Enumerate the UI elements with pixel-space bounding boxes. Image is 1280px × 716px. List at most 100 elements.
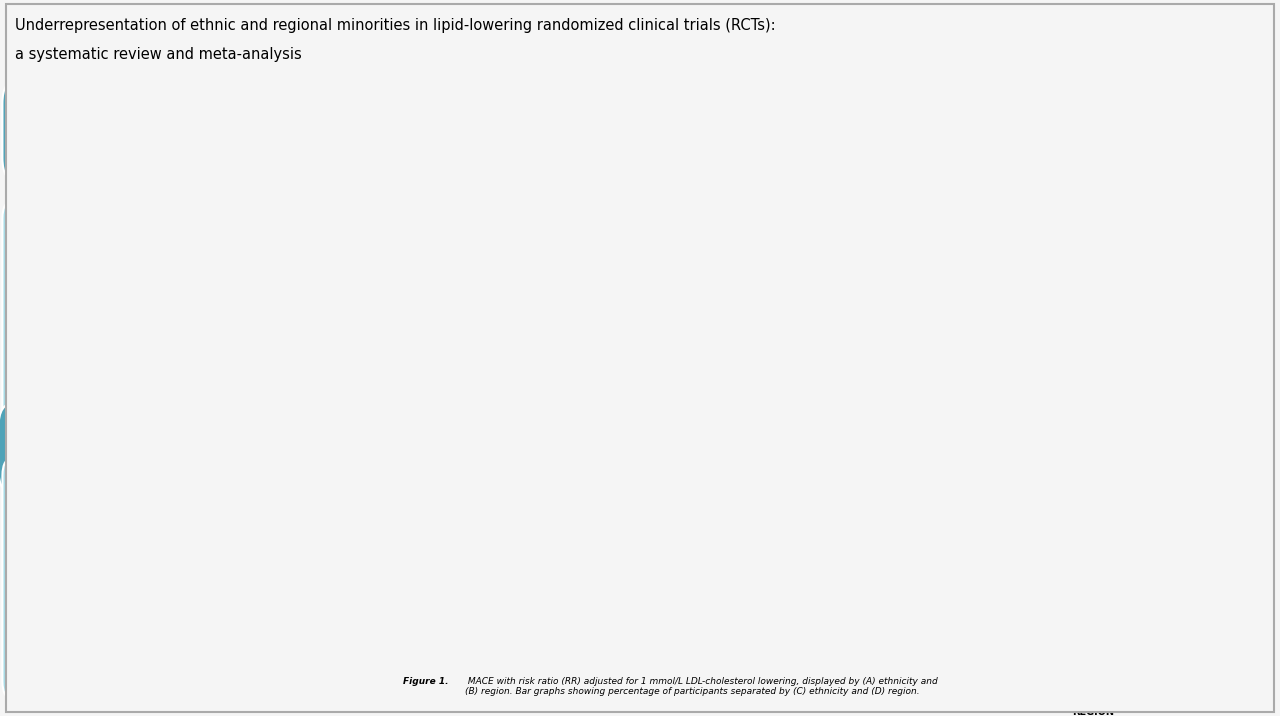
- Y-axis label: % of study participants (%): % of study participants (%): [892, 175, 901, 280]
- Bar: [1018, 434, 1043, 652]
- Text: 2.6: 2.6: [1192, 626, 1203, 635]
- Text: Minority groups are
poorly represented
in RCTs: Minority groups are poorly represented i…: [46, 579, 138, 611]
- Text: 9.6: 9.6: [1066, 587, 1078, 596]
- Text: 15.6: 15.6: [940, 554, 956, 563]
- Text: PCSK9
inhibitors: PCSK9 inhibitors: [233, 116, 300, 146]
- FancyBboxPatch shape: [170, 470, 233, 579]
- Text: 0.000: 0.000: [637, 546, 662, 555]
- Text: 0.83: 0.83: [593, 483, 612, 492]
- Text: 0.54: 0.54: [552, 226, 571, 236]
- Text: 0.000: 0.000: [637, 578, 662, 586]
- Bar: [1073, 342, 1114, 358]
- Text: Overall: Overall: [408, 609, 440, 618]
- Text: Japan: Japan: [408, 578, 434, 586]
- Text: B: B: [403, 367, 412, 377]
- Text: 0.76: 0.76: [552, 609, 571, 618]
- Text: 0.83: 0.83: [593, 609, 612, 618]
- Text: Favours lower LDL: Favours lower LDL: [668, 649, 737, 657]
- Text: 0.85: 0.85: [593, 578, 612, 586]
- Text: 0.63: 0.63: [552, 578, 571, 586]
- Text: Results: Results: [477, 64, 553, 82]
- Text: USA: USA: [408, 514, 426, 523]
- Text: a systematic review and meta-analysis: a systematic review and meta-analysis: [15, 47, 302, 62]
- Text: Minority groups
derive at least as
much
cardiovascular
benefit from LLT: Minority groups derive at least as much …: [215, 579, 297, 634]
- FancyBboxPatch shape: [385, 38, 645, 109]
- Text: Favours higher LDL: Favours higher LDL: [826, 649, 900, 657]
- Text: 0.73: 0.73: [506, 578, 525, 586]
- Text: C: C: [856, 81, 867, 95]
- Text: D: D: [856, 359, 868, 373]
- Text: 10: 10: [886, 340, 895, 349]
- Bar: [1004, 347, 1044, 358]
- FancyBboxPatch shape: [3, 458, 182, 700]
- FancyBboxPatch shape: [3, 200, 346, 440]
- Text: 0.000: 0.000: [637, 483, 662, 492]
- FancyBboxPatch shape: [0, 403, 205, 494]
- Bar: [1185, 637, 1210, 652]
- Text: Statistics for each study: Statistics for each study: [495, 373, 604, 382]
- Bar: [1226, 642, 1252, 652]
- Text: p-Value: p-Value: [632, 395, 667, 405]
- Text: 0.67: 0.67: [552, 451, 571, 460]
- Text: 0.67: 0.67: [552, 514, 571, 523]
- Text: 0.76: 0.76: [506, 226, 525, 236]
- Text: MACE with risk ratio (RR) adjusted for 1 mmol/L LDL-cholesterol lowering, displa: MACE with risk ratio (RR) adjusted for 1…: [465, 677, 937, 696]
- Text: 0.86: 0.86: [593, 514, 612, 523]
- Text: Blacks: Blacks: [408, 266, 438, 275]
- Bar: [1060, 599, 1084, 652]
- Text: 0.121: 0.121: [637, 226, 662, 236]
- Text: Figure 1.: Figure 1.: [403, 677, 449, 686]
- Text: 1: 1: [31, 515, 44, 533]
- Text: 5: 5: [818, 340, 823, 349]
- Text: 0.75: 0.75: [506, 451, 525, 460]
- Text: 0.000: 0.000: [637, 514, 662, 523]
- Text: Inclusion criteria:
•  Randomized clinical trials (53 total)
•  Allocation to st: Inclusion criteria: • Randomized clinica…: [29, 228, 234, 329]
- Text: Asians: Asians: [408, 226, 438, 236]
- Text: 0.55: 0.55: [506, 266, 525, 275]
- Bar: [934, 566, 960, 652]
- Text: 59.1: 59.1: [947, 140, 964, 149]
- Text: Favours higher LDL: Favours higher LDL: [826, 354, 900, 363]
- Text: 0.68: 0.68: [552, 483, 571, 492]
- Text: Risk
ratio: Risk ratio: [504, 155, 525, 175]
- Bar: [1210, 339, 1252, 358]
- Text: 39.5: 39.5: [1023, 422, 1039, 432]
- Text: 1.8: 1.8: [1233, 630, 1245, 639]
- Text: Upper
limit: Upper limit: [589, 155, 617, 175]
- FancyBboxPatch shape: [6, 470, 69, 579]
- Text: 20.2: 20.2: [1153, 276, 1170, 285]
- Text: Underrepresentation of ethnic and regional minorities in lipid-lowering randomiz: Underrepresentation of ethnic and region…: [15, 18, 776, 33]
- Text: 0.63: 0.63: [552, 306, 571, 315]
- Text: Ezetimibe: Ezetimibe: [124, 125, 193, 137]
- Text: Lower
limit: Lower limit: [548, 395, 575, 415]
- Text: 0.000: 0.000: [637, 609, 662, 618]
- Text: Risk
ratio: Risk ratio: [504, 395, 525, 415]
- Text: 0.85: 0.85: [593, 451, 612, 460]
- Text: 0.85: 0.85: [593, 306, 612, 315]
- Text: Conclusions: Conclusions: [55, 441, 148, 455]
- Text: 1.07: 1.07: [593, 226, 612, 236]
- Text: 3.3: 3.3: [1019, 334, 1030, 344]
- Text: Japanese: Japanese: [408, 306, 449, 315]
- Text: Lower
limit: Lower limit: [548, 155, 575, 175]
- Text: North America: North America: [408, 483, 474, 492]
- Text: p-Value: p-Value: [632, 155, 667, 165]
- Text: 10.5: 10.5: [980, 583, 997, 591]
- Bar: [977, 594, 1001, 652]
- Text: 0.76: 0.76: [506, 514, 525, 523]
- Text: 0.69: 0.69: [552, 546, 571, 555]
- Text: 0.000: 0.000: [637, 306, 662, 315]
- Text: 2: 2: [196, 515, 207, 533]
- Text: 👥: 👥: [77, 509, 92, 533]
- X-axis label: REGION: REGION: [1073, 707, 1114, 716]
- Text: 0.83: 0.83: [593, 546, 612, 555]
- FancyBboxPatch shape: [3, 79, 119, 182]
- Text: Risk ratio and 95% CI: Risk ratio and 95% CI: [749, 373, 858, 382]
- Text: Region: Region: [424, 367, 462, 377]
- Text: 0.003: 0.003: [637, 266, 662, 275]
- FancyBboxPatch shape: [100, 79, 218, 182]
- Text: 1.1: 1.1: [1149, 634, 1161, 643]
- Text: Europe: Europe: [408, 546, 440, 555]
- Text: 4.7: 4.7: [1087, 330, 1100, 339]
- Text: 2: 2: [726, 340, 731, 349]
